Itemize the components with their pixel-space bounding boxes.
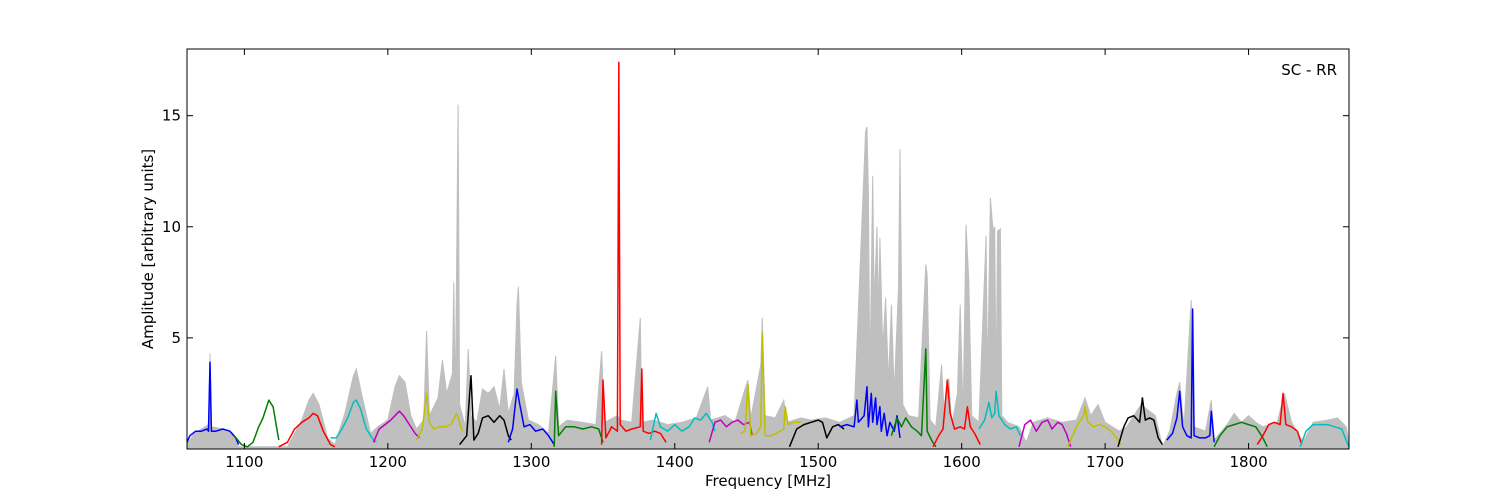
series-line-10 xyxy=(600,61,667,445)
series-line-19 xyxy=(1018,419,1072,448)
x-tick-label: 1400 xyxy=(656,453,694,471)
series-line-18 xyxy=(978,390,1022,437)
series-line-8 xyxy=(507,388,555,446)
background-spectrum-layer xyxy=(186,104,1350,450)
series-line-13 xyxy=(740,332,801,437)
axes-frame xyxy=(186,48,1350,450)
x-tick-label: 1300 xyxy=(512,453,550,471)
x-tick-label: 1200 xyxy=(369,453,407,471)
x-tick-label: 1800 xyxy=(1229,453,1267,471)
x-tick-label: 1500 xyxy=(799,453,837,471)
series-line-2 xyxy=(233,399,280,448)
x-axis-ticks: 1100 1200 1300 1400 1500 1600 1700 1800 xyxy=(225,49,1268,471)
series-line-6 xyxy=(415,392,464,441)
series-line-9 xyxy=(553,390,604,447)
series-layer xyxy=(186,61,1350,448)
series-line-5 xyxy=(372,410,420,443)
series-line-23 xyxy=(1213,421,1268,448)
chart-annotation: SC - RR xyxy=(1281,61,1337,79)
series-line-7 xyxy=(459,374,512,446)
x-tick-label: 1700 xyxy=(1086,453,1124,471)
background-spectrum-area xyxy=(186,104,1350,450)
y-tick-label: 15 xyxy=(162,107,181,125)
series-line-3 xyxy=(278,412,336,448)
series-line-14 xyxy=(788,419,845,448)
x-tick-label: 1600 xyxy=(943,453,981,471)
series-line-4 xyxy=(330,399,377,443)
series-line-21 xyxy=(1117,397,1164,448)
series-line-11 xyxy=(649,412,716,441)
series-line-20 xyxy=(1067,406,1122,448)
x-axis-label: Frequency [MHz] xyxy=(705,472,831,490)
series-line-12 xyxy=(708,419,753,443)
series-line-22 xyxy=(1166,308,1215,443)
series-line-1 xyxy=(186,361,240,445)
series-line-24 xyxy=(1256,392,1303,446)
y-axis-label: Amplitude [arbitrary units] xyxy=(139,149,157,349)
y-tick-label: 5 xyxy=(171,329,181,347)
y-axis-ticks: 5 10 15 xyxy=(162,107,1349,347)
series-line-25 xyxy=(1299,423,1350,448)
series-line-17 xyxy=(932,379,981,448)
x-tick-label: 1100 xyxy=(225,453,263,471)
y-tick-label: 10 xyxy=(162,218,181,236)
series-line-16 xyxy=(890,348,937,448)
series-line-15 xyxy=(839,386,901,438)
